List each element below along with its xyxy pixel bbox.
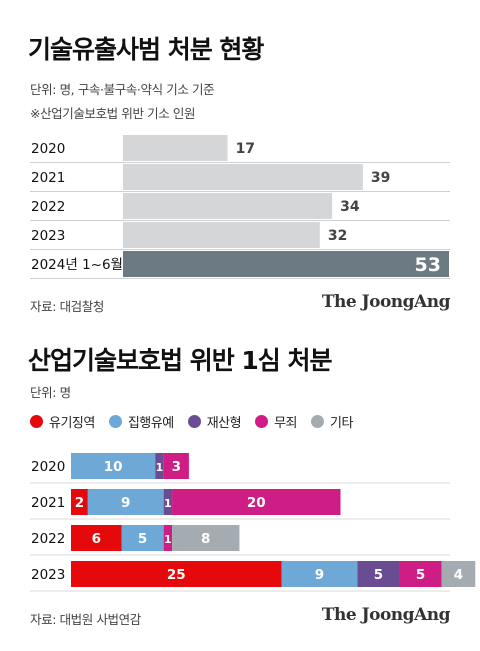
legend-item: 유기징역	[30, 412, 95, 431]
bar	[123, 222, 320, 248]
data-label: 32	[328, 228, 347, 244]
data-label: 1	[156, 461, 164, 474]
data-label: 6	[92, 531, 101, 547]
data-label: 1	[164, 497, 172, 510]
bar-segment	[399, 561, 442, 587]
chart2-legend: 유기징역 집행유예 재산형 무죄 기타	[30, 412, 353, 431]
bar-segment	[71, 453, 156, 479]
legend-swatch	[30, 415, 43, 428]
data-label: 53	[415, 254, 441, 276]
bar	[123, 135, 228, 161]
category-label: 2023	[31, 228, 65, 244]
legend-label: 기타	[330, 416, 353, 431]
bar-segment	[71, 561, 282, 587]
bar-segment	[87, 489, 164, 515]
chart1-unit-note: 단위: 명, 구속·불구속·약식 기소 기준	[30, 82, 215, 97]
category-label: 2022	[31, 531, 65, 547]
category-label: 2020	[31, 141, 65, 157]
brand-logo-1: The JoongAng	[321, 292, 451, 312]
legend-swatch	[255, 415, 269, 428]
legend-label: 무죄	[274, 416, 297, 431]
data-label: 39	[371, 170, 390, 186]
data-label: 5	[138, 531, 147, 547]
data-label: 9	[315, 567, 324, 583]
legend-swatch	[108, 415, 122, 428]
bar-segment	[71, 489, 88, 515]
data-label: 8	[201, 531, 210, 547]
bar	[123, 193, 333, 219]
bar-segment	[71, 525, 122, 551]
legend-label: 재산형	[206, 416, 242, 431]
legend-item: 집행유예	[108, 412, 174, 431]
bar-segment	[357, 561, 400, 587]
category-label: 2022	[31, 199, 65, 215]
legend-label: 유기징역	[49, 416, 95, 431]
category-label: 2023	[31, 567, 65, 583]
data-label: 5	[416, 567, 425, 583]
bar-segment	[163, 525, 173, 551]
legend-item: 재산형	[187, 412, 242, 431]
chart1-source: 자료: 대검찰청	[30, 299, 104, 314]
legend-item: 기타	[311, 412, 353, 431]
data-label: 10	[104, 459, 123, 475]
data-label: 20	[247, 495, 266, 511]
legend-swatch	[187, 415, 201, 428]
data-label: 9	[121, 495, 130, 511]
data-label: 3	[172, 459, 181, 475]
data-label: 34	[340, 199, 360, 215]
chart2-unit-note: 단위: 명	[30, 385, 71, 400]
bar-segment	[163, 453, 189, 479]
chart1-plot: 2020 17 2021 39 2022 34 2023 32 2024년 1~6월 53	[30, 135, 450, 279]
legend-swatch	[311, 415, 324, 428]
bar-segment	[172, 525, 240, 551]
category-label: 2021	[31, 495, 65, 511]
data-label: 5	[374, 567, 383, 583]
legend-label: 집행유예	[127, 416, 174, 431]
bar-segment	[155, 453, 164, 479]
legend-item: 무죄	[255, 412, 297, 431]
category-label: 2020	[31, 459, 65, 475]
bar-segment	[172, 489, 341, 515]
data-label: 25	[167, 567, 186, 583]
data-label: 4	[454, 567, 463, 583]
bar-segment	[121, 525, 164, 551]
data-label: 17	[236, 141, 255, 157]
data-label: 1	[164, 533, 172, 546]
bar-segment	[441, 561, 476, 587]
bar-segment	[163, 489, 173, 515]
chart1-subnote: ※산업기술보호법 위반 기소 인원	[30, 106, 196, 121]
brand-logo-2: The JoongAng	[321, 605, 451, 625]
bar	[123, 164, 363, 190]
bar	[123, 251, 449, 277]
data-label: 2	[75, 495, 84, 511]
chart2-source: 자료: 대법원 사법연감	[30, 612, 141, 627]
category-label: 2024년 1~6월	[31, 257, 123, 273]
chart2-title: 산업기술보호법 위반 1심 처분	[28, 346, 333, 375]
category-label: 2021	[31, 170, 65, 186]
bar-segment	[281, 561, 358, 587]
chart1-title: 기술유출사범 처분 현황	[28, 35, 264, 64]
